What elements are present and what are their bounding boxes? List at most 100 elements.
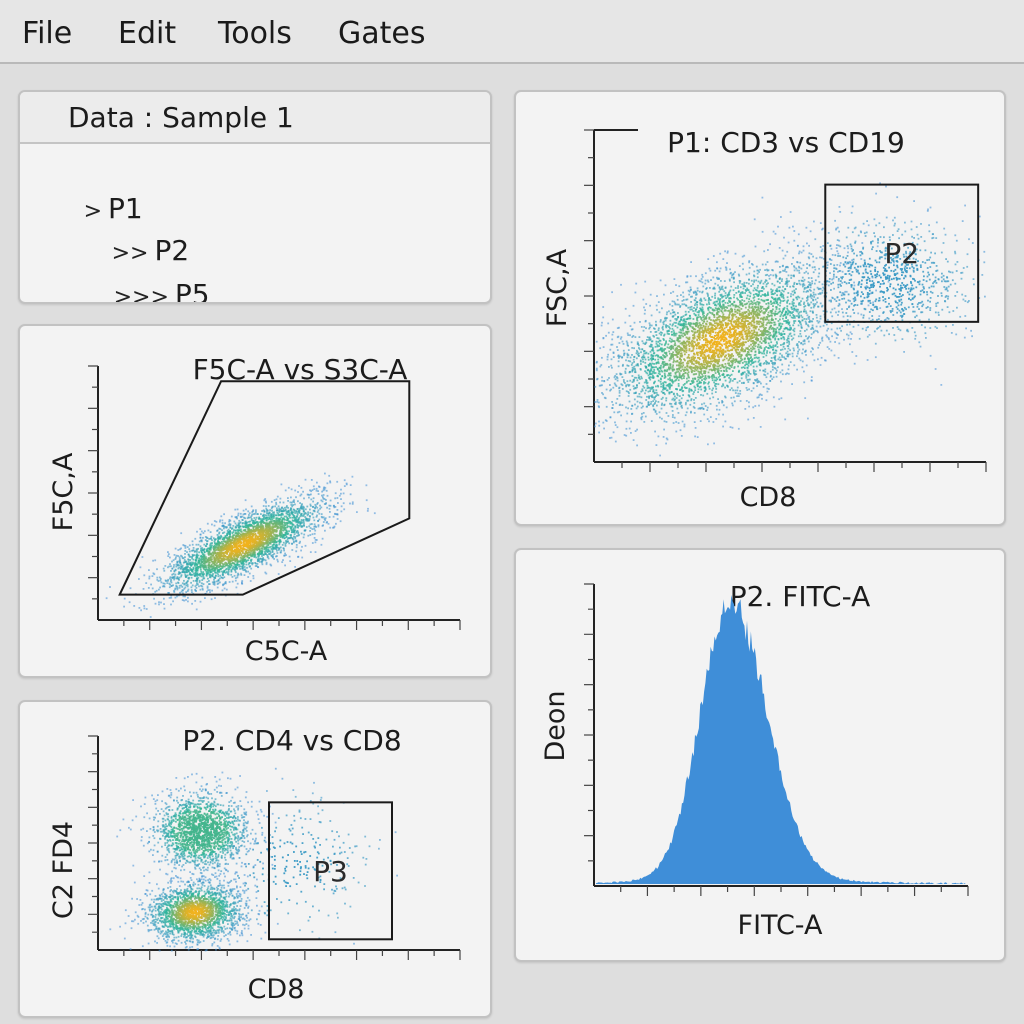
event-dot [275, 541, 278, 543]
event-dot [176, 888, 178, 890]
event-dot [182, 855, 185, 858]
event-dot [260, 513, 262, 515]
event-dot [246, 517, 249, 520]
event-dot [171, 890, 174, 893]
event-dot [248, 521, 250, 523]
event-dot [221, 589, 224, 592]
event-dot [202, 878, 205, 881]
event-dot [310, 493, 312, 496]
event-dot [189, 886, 192, 888]
event-dot [219, 519, 222, 522]
event-dot [191, 940, 194, 943]
event-dot [153, 828, 155, 831]
event-dot [184, 789, 186, 792]
event-dot [219, 520, 221, 523]
event-dot [162, 889, 165, 892]
event-dot [157, 907, 160, 910]
event-dot [293, 499, 295, 502]
event-dot [214, 560, 217, 563]
event-dot [280, 507, 283, 509]
event-dot [161, 585, 164, 588]
event-dot [203, 543, 206, 546]
event-dot [233, 534, 235, 537]
event-dot [338, 835, 340, 838]
menu-file[interactable]: File [22, 16, 73, 51]
event-dot [258, 559, 261, 561]
event-dot [139, 899, 142, 901]
event-dot [166, 813, 168, 816]
event-dot [294, 489, 297, 492]
event-dot [241, 567, 244, 570]
event-dot [264, 931, 267, 934]
event-dot [162, 891, 165, 894]
event-dot [194, 891, 197, 893]
event-dot [270, 526, 272, 529]
event-dot [228, 539, 231, 541]
event-dot [219, 810, 222, 812]
event-dot [237, 895, 240, 897]
event-dot [240, 544, 242, 547]
event-dot [248, 514, 250, 516]
tree-node-p2[interactable]: >> P2 [76, 200, 190, 302]
event-dot [169, 834, 172, 836]
event-dot [268, 542, 271, 544]
event-dot [235, 805, 238, 808]
event-dot [195, 772, 198, 775]
event-dot [157, 898, 159, 901]
event-dot [169, 576, 172, 579]
event-dot [174, 848, 177, 850]
polygon-gate[interactable] [118, 380, 411, 596]
tree-node-p1[interactable]: > P1 [48, 158, 143, 263]
event-dot [159, 838, 162, 840]
tree-node-label: P2 [154, 234, 190, 267]
event-dot [195, 608, 198, 611]
event-dot [243, 918, 246, 921]
event-dot [270, 532, 272, 534]
event-dot [209, 892, 212, 894]
event-dot [166, 944, 169, 947]
event-dot [184, 556, 186, 559]
event-dot [168, 836, 170, 838]
event-dot [166, 848, 169, 851]
menu-edit[interactable]: Edit [118, 16, 177, 51]
event-dot [239, 934, 241, 937]
event-dot [151, 587, 154, 590]
event-dot [227, 932, 230, 935]
event-dot [202, 935, 205, 938]
event-dot [179, 810, 182, 812]
event-dot [211, 866, 214, 869]
event-dot [236, 940, 239, 943]
event-dot [218, 568, 221, 571]
event-dot [343, 851, 346, 853]
event-dot [212, 537, 215, 540]
menu-gates[interactable]: Gates [338, 16, 426, 51]
event-dot [264, 552, 267, 555]
event-dot [274, 505, 276, 508]
plot-panel-cd4-cd8[interactable]: P2. CD4 vs CD8 P3 CD8 C2 FD4 [18, 700, 492, 1018]
plot-panel-fsc-ssc[interactable]: F5C-A vs S3C-A C5C-A F5C,A [18, 324, 492, 678]
event-dot [207, 855, 210, 857]
event-dot [231, 916, 234, 919]
tree-node-p5[interactable]: >>> P5 [78, 244, 210, 302]
event-dot [234, 901, 237, 904]
event-dot [332, 515, 335, 518]
event-dot [220, 886, 223, 889]
event-dot [178, 579, 180, 581]
event-dot [232, 531, 235, 533]
event-dot [251, 547, 254, 550]
event-dot [284, 524, 286, 527]
event-dot [205, 868, 207, 871]
event-dot [142, 827, 145, 830]
event-dot [315, 515, 318, 518]
event-dot [173, 866, 176, 869]
event-dot [266, 546, 269, 549]
event-dot [227, 777, 229, 780]
menu-tools[interactable]: Tools [218, 16, 292, 51]
event-dot [197, 547, 199, 550]
event-dot [214, 597, 216, 599]
event-dot [277, 521, 280, 524]
event-dot [207, 560, 210, 562]
event-dot [214, 798, 217, 801]
event-dot [190, 934, 193, 937]
event-dot [198, 892, 200, 895]
